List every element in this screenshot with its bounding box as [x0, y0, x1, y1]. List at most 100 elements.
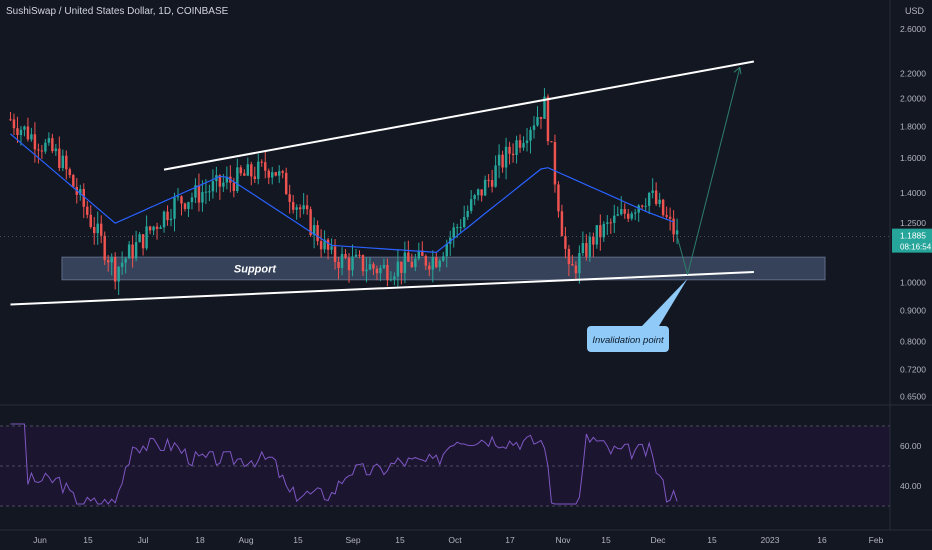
candle-body[interactable]	[260, 161, 263, 163]
candle-body[interactable]	[291, 201, 295, 210]
candle-body[interactable]	[620, 209, 623, 215]
candle-body[interactable]	[574, 265, 578, 274]
candle-body[interactable]	[407, 252, 410, 262]
candle-body[interactable]	[232, 182, 236, 192]
candle-body[interactable]	[211, 181, 215, 192]
candle-body[interactable]	[37, 149, 40, 151]
candle-body[interactable]	[239, 167, 243, 174]
candle-body[interactable]	[145, 226, 148, 249]
candle-body[interactable]	[585, 243, 588, 257]
candle-body[interactable]	[672, 218, 675, 235]
candle-body[interactable]	[236, 167, 239, 192]
candle-body[interactable]	[400, 261, 403, 273]
candle-body[interactable]	[640, 205, 644, 207]
candle-body[interactable]	[375, 268, 379, 274]
candle-body[interactable]	[358, 254, 361, 256]
candle-body[interactable]	[326, 239, 330, 250]
candle-body[interactable]	[361, 255, 365, 272]
candle-body[interactable]	[148, 226, 152, 231]
candle-body[interactable]	[497, 154, 501, 166]
candle-body[interactable]	[257, 161, 260, 179]
candle-body[interactable]	[298, 207, 302, 210]
candle-body[interactable]	[274, 172, 277, 176]
candle-body[interactable]	[295, 207, 298, 210]
candle-body[interactable]	[225, 176, 229, 183]
candle-body[interactable]	[166, 211, 169, 221]
candle-body[interactable]	[208, 191, 211, 193]
candle-body[interactable]	[442, 256, 445, 261]
candle-body[interactable]	[26, 126, 30, 140]
candle-body[interactable]	[654, 190, 658, 204]
candle-body[interactable]	[592, 236, 595, 245]
candle-body[interactable]	[623, 209, 626, 214]
candle-body[interactable]	[344, 254, 347, 259]
candle-body[interactable]	[61, 155, 65, 168]
candle-body[interactable]	[630, 213, 633, 219]
candle-body[interactable]	[86, 206, 89, 215]
candle-body[interactable]	[571, 264, 574, 266]
candle-body[interactable]	[438, 260, 441, 268]
candle-body[interactable]	[316, 225, 319, 242]
candle-body[interactable]	[271, 172, 274, 178]
candle-body[interactable]	[250, 164, 253, 177]
candle-body[interactable]	[637, 205, 640, 213]
candle-body[interactable]	[452, 227, 455, 238]
candle-body[interactable]	[194, 185, 197, 198]
candle-body[interactable]	[51, 138, 54, 152]
candle-body[interactable]	[54, 148, 58, 152]
candle-body[interactable]	[476, 189, 480, 196]
candle-body[interactable]	[564, 236, 567, 249]
candle-body[interactable]	[393, 276, 396, 280]
price-pane[interactable]: Support Invalidation point	[0, 60, 890, 352]
candle-body[interactable]	[462, 216, 466, 228]
candle-body[interactable]	[647, 192, 651, 206]
candle-body[interactable]	[494, 165, 497, 187]
candle-body[interactable]	[372, 264, 375, 269]
projection-arrow[interactable]	[687, 67, 741, 275]
candle-body[interactable]	[602, 223, 606, 238]
candle-body[interactable]	[117, 266, 120, 282]
candle-body[interactable]	[197, 185, 201, 203]
candle-body[interactable]	[180, 196, 183, 204]
candle-body[interactable]	[152, 226, 155, 231]
candle-body[interactable]	[487, 179, 490, 181]
candle-body[interactable]	[30, 134, 33, 140]
candle-body[interactable]	[661, 199, 665, 216]
candle-body[interactable]	[124, 258, 127, 263]
candle-body[interactable]	[386, 264, 389, 281]
candle-body[interactable]	[445, 243, 448, 257]
candle-body[interactable]	[319, 241, 323, 250]
candle-body[interactable]	[515, 140, 518, 156]
candle-body[interactable]	[473, 195, 476, 200]
candle-body[interactable]	[665, 215, 668, 217]
candle-body[interactable]	[243, 173, 246, 176]
candle-body[interactable]	[627, 213, 630, 219]
candle-body[interactable]	[103, 235, 106, 261]
candle-body[interactable]	[511, 153, 515, 156]
candle-body[interactable]	[616, 214, 619, 216]
candle-body[interactable]	[417, 250, 421, 259]
candle-body[interactable]	[518, 140, 522, 148]
candle-body[interactable]	[581, 243, 585, 254]
candle-body[interactable]	[532, 125, 536, 130]
candle-body[interactable]	[553, 142, 557, 185]
candle-body[interactable]	[79, 189, 82, 195]
candle-body[interactable]	[550, 141, 553, 143]
candle-body[interactable]	[138, 234, 141, 243]
candle-body[interactable]	[560, 211, 564, 237]
candle-body[interactable]	[644, 205, 647, 207]
candle-body[interactable]	[309, 209, 312, 236]
candle-body[interactable]	[267, 170, 270, 178]
candle-body[interactable]	[595, 225, 599, 245]
lower-trendline[interactable]	[10, 271, 754, 306]
candle-body[interactable]	[368, 264, 372, 270]
candle-body[interactable]	[113, 256, 117, 282]
candle-body[interactable]	[578, 253, 581, 274]
candle-body[interactable]	[264, 162, 267, 171]
candle-body[interactable]	[40, 150, 44, 152]
candle-body[interactable]	[187, 202, 190, 209]
candle-body[interactable]	[277, 171, 281, 176]
candle-body[interactable]	[155, 226, 159, 229]
